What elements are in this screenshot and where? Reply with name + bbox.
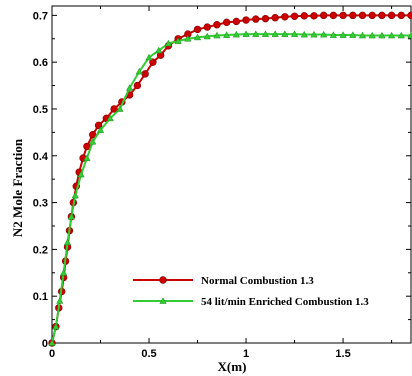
y-tick-label: 0.5 [33, 104, 48, 116]
data-point [398, 12, 405, 19]
y-tick-label: 0.3 [33, 198, 48, 210]
y-tick-label: 0 [42, 338, 48, 350]
data-point [262, 15, 269, 22]
data-point [243, 17, 250, 24]
data-point [388, 12, 395, 19]
data-point [281, 13, 288, 20]
data-point [194, 26, 201, 33]
x-axis-title: X(m) [218, 359, 247, 374]
data-point [369, 12, 376, 19]
data-point [301, 12, 308, 19]
legend: Normal Combustion 1.3 54 lit/min Enriched… [133, 275, 369, 308]
data-point [311, 12, 318, 19]
data-point [57, 298, 63, 304]
data-point [408, 12, 412, 19]
data-point [349, 12, 356, 19]
x-tick-label: 0 [49, 348, 55, 360]
data-point [330, 12, 337, 19]
legend-label: 54 lit/min Enriched Combustion 1.3 [201, 296, 369, 308]
data-point [233, 18, 240, 25]
data-point [64, 239, 70, 245]
x-tick-label: 0.5 [141, 348, 156, 360]
data-point [320, 12, 327, 19]
plot-frame [52, 6, 411, 343]
data-point [60, 270, 66, 276]
y-tick-label: 0.2 [33, 244, 48, 256]
data-point [272, 14, 279, 21]
data-point [72, 192, 78, 198]
data-point [378, 12, 385, 19]
legend-label: Normal Combustion 1.3 [201, 275, 314, 287]
data-point [214, 21, 221, 28]
data-point [252, 16, 259, 23]
y-tick-label: 0.1 [33, 291, 48, 303]
y-tick-label: 0.7 [33, 10, 48, 22]
data-point [142, 70, 149, 77]
x-tick-label: 1.5 [335, 348, 350, 360]
y-tick-label: 0.4 [33, 151, 49, 163]
data-point [223, 19, 230, 26]
y-axis-title: N2 Mole Fraction [10, 138, 25, 237]
legend-marker [160, 277, 167, 284]
series-line [52, 15, 411, 343]
data-point [340, 12, 347, 19]
data-point [204, 24, 211, 31]
y-tick-label: 0.6 [33, 57, 48, 69]
data-point [359, 12, 366, 19]
data-point [134, 82, 141, 89]
data-point [291, 13, 298, 20]
